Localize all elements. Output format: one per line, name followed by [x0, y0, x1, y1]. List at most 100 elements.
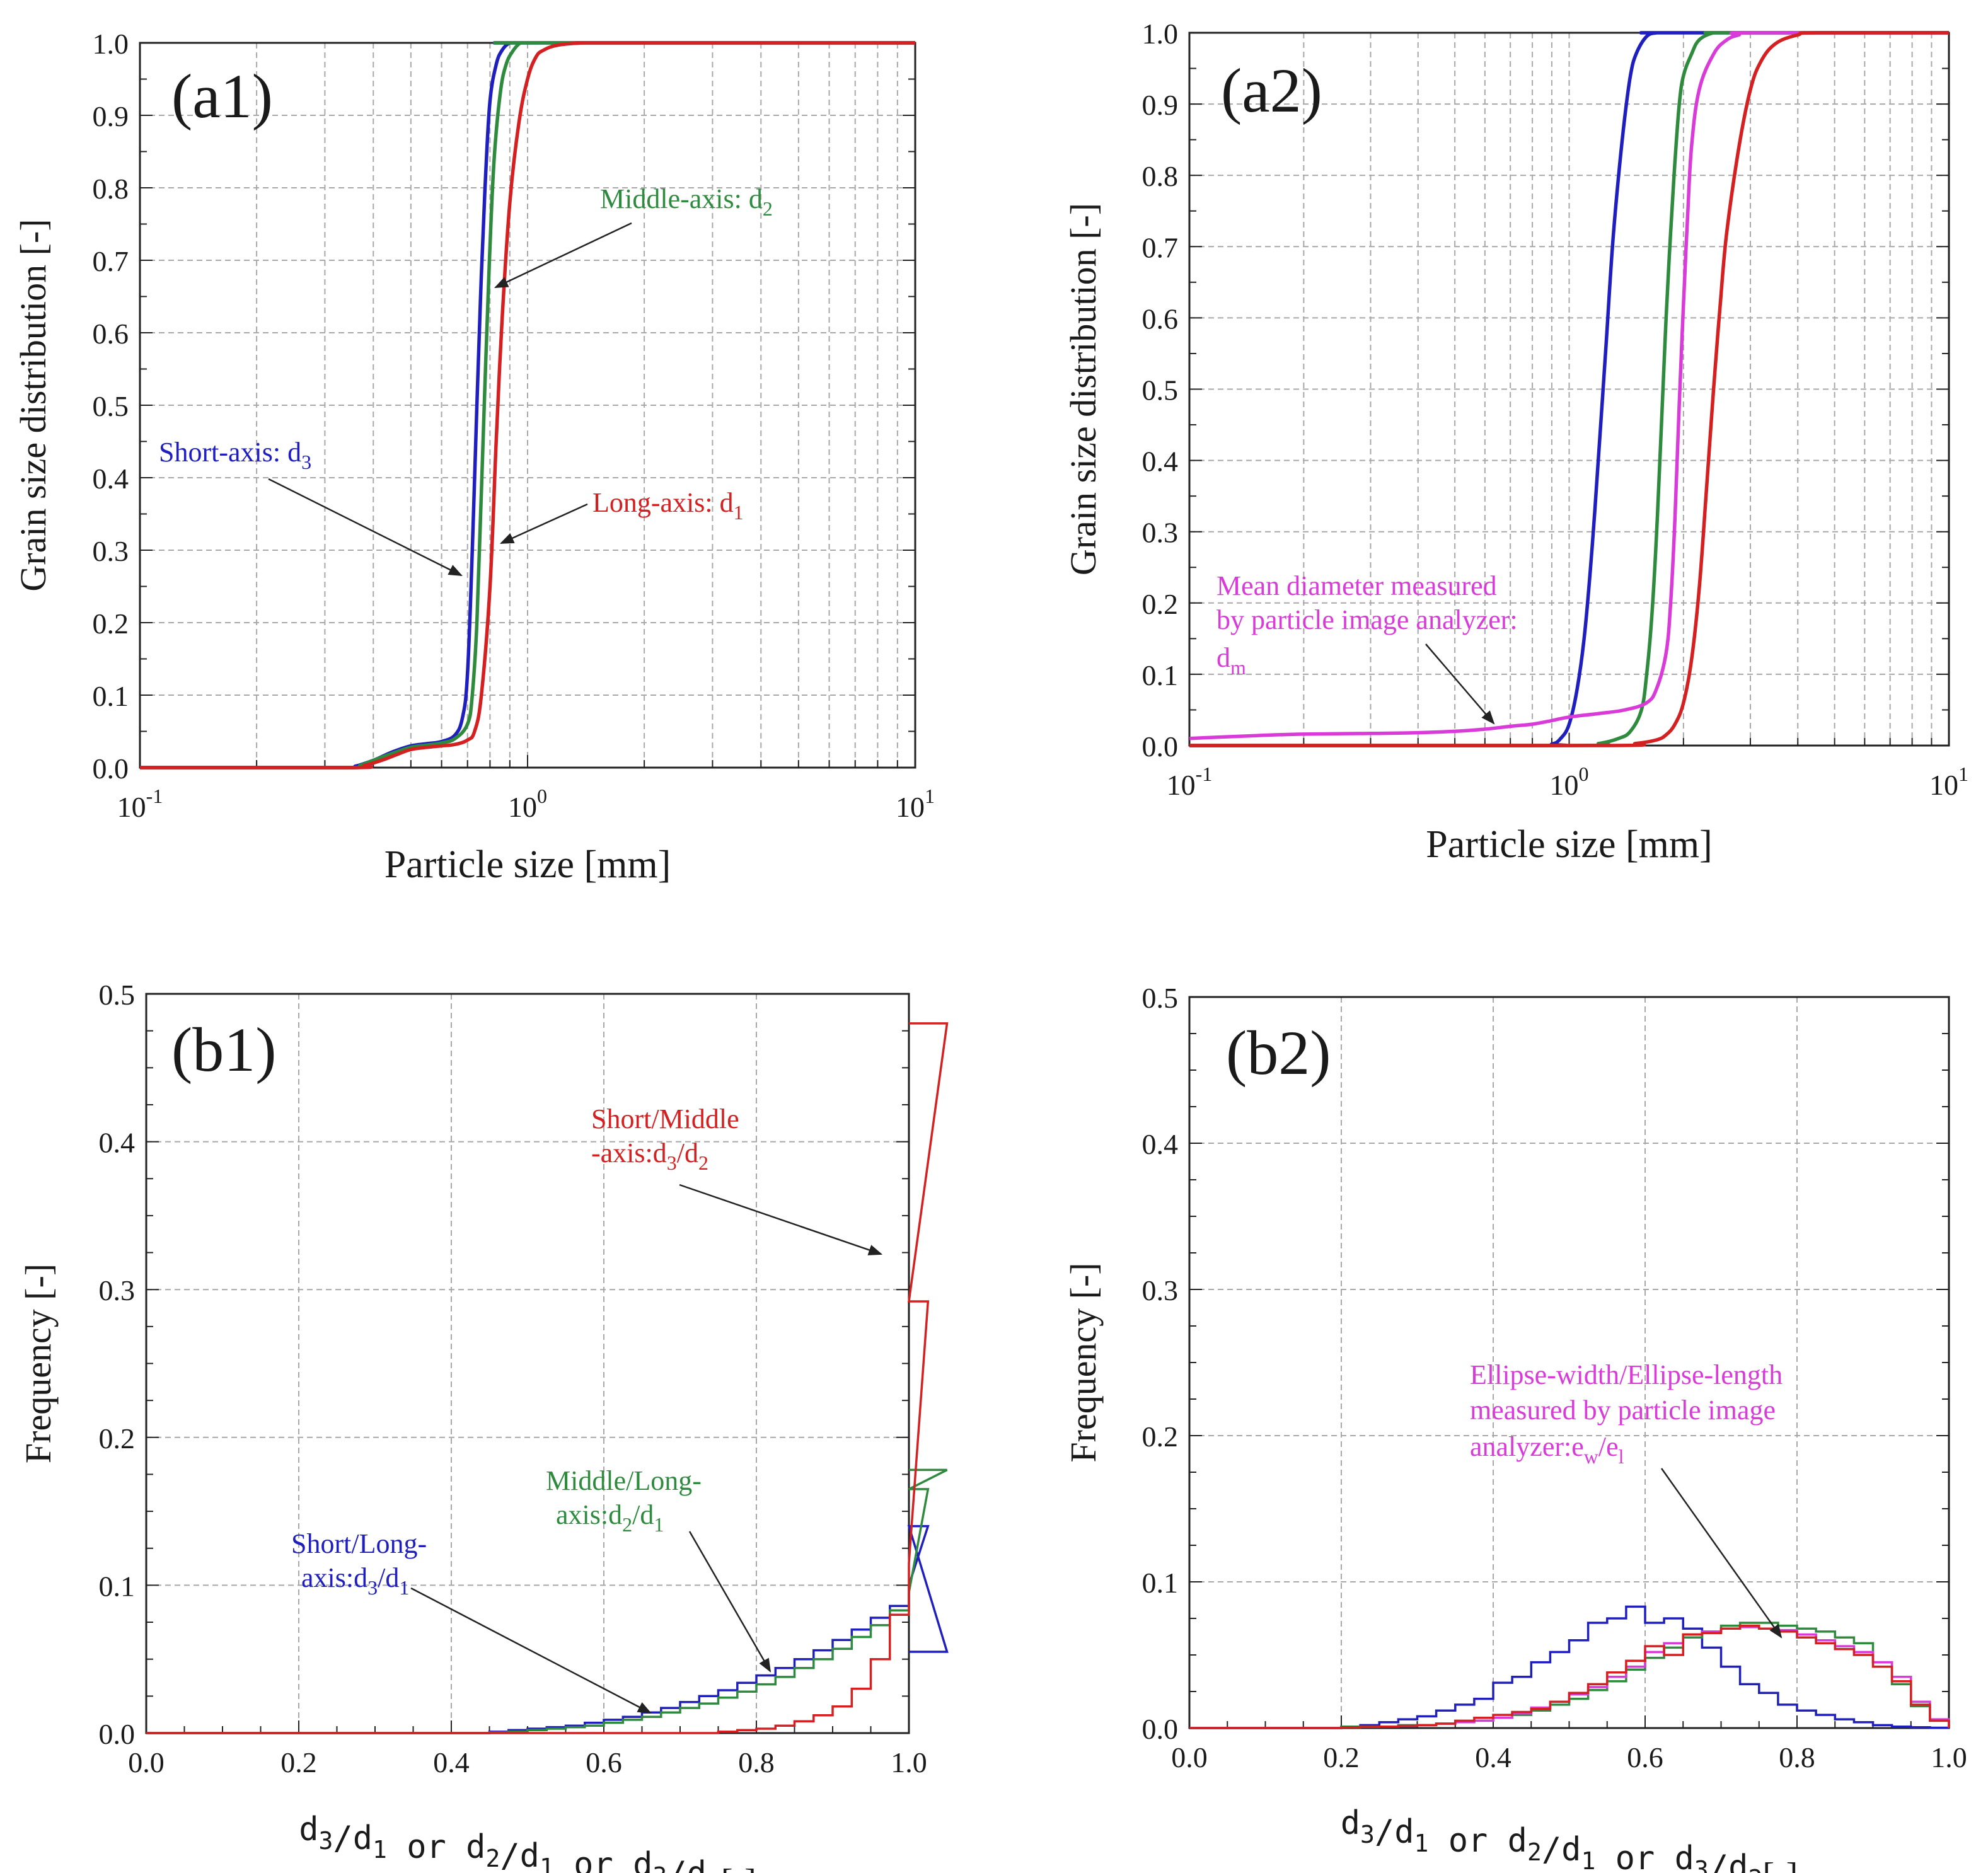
y-tick-label: 0.6	[93, 318, 129, 350]
panel-label: (a2)	[1221, 55, 1322, 125]
y-tick-label: 0.7	[1142, 231, 1179, 263]
a2-series-line-1	[1189, 31, 1949, 747]
y-axis-label: Grain size distribution [-]	[13, 219, 54, 591]
y-tick-label: 0.1	[1142, 1567, 1179, 1599]
y-axis-label: Grain size distribution [-]	[1063, 203, 1104, 575]
panel-b1: 0.0 0.1 0.2 0.3 0.4 0.5 0.0 0.2 0.4 0.6 0.8 1.0 (b1)…	[18, 979, 949, 1873]
y-tick-label: 0.0	[1142, 730, 1179, 763]
annotation-arrow	[494, 222, 632, 289]
y-tick-label: 0.5	[1142, 374, 1179, 406]
b1-histogram-1	[146, 1468, 948, 1734]
y-tick-label: 0.1	[1142, 659, 1179, 691]
x-tick-label: 0.0	[128, 1746, 165, 1778]
x-tick-label: 0.8	[1779, 1741, 1815, 1773]
y-tick-label: 1.0	[93, 28, 129, 60]
b1-ticks	[146, 993, 910, 1734]
annotation-text: Short/Middle	[591, 1104, 739, 1134]
annotation-arrow	[1425, 643, 1495, 725]
x-tick-label: 0.2	[1323, 1741, 1360, 1773]
y-tick-label: 0.6	[1142, 303, 1179, 335]
panel-label: (b1)	[171, 1015, 277, 1085]
panel-label: (b2)	[1226, 1018, 1331, 1088]
series-annotation: Long-axis: d1	[592, 487, 744, 524]
y-tick-label: 0.1	[99, 1570, 136, 1602]
x-axis-label: d3/d1 or d2/d1 or d3/d2[-]	[299, 1811, 756, 1873]
annotation-text: analyzer:ew/el	[1470, 1431, 1624, 1468]
y-tick-label: 0.0	[93, 752, 129, 785]
x-tick-label: 10-1	[117, 785, 163, 823]
a2-ticks	[1189, 32, 1949, 746]
y-tick-label: 0.5	[1142, 982, 1179, 1014]
y-tick-label: 0.2	[1142, 588, 1179, 620]
annotation-arrow	[679, 1184, 883, 1255]
y-tick-label: 0.3	[1142, 517, 1179, 549]
y-tick-label: 0.2	[93, 608, 129, 640]
x-tick-label: 101	[1929, 763, 1968, 801]
b1-histogram-2	[146, 1022, 949, 1734]
annotation-text: Middle/Long-	[546, 1465, 702, 1496]
series-annotation: Middle-axis: d2	[600, 183, 773, 220]
y-tick-label: 0.9	[1142, 89, 1179, 121]
x-axis-label: Particle size [mm]	[1426, 823, 1713, 866]
panel-b2: 0.0 0.1 0.2 0.3 0.4 0.5 0.0 0.2 0.4 0.6 0.8 1.0 (b2)…	[1063, 982, 1967, 1873]
annotation-arrow	[1660, 1468, 1783, 1639]
x-tick-label: 1.0	[1931, 1741, 1967, 1773]
annotation-text: Ellipse-width/Ellipse-length	[1470, 1359, 1783, 1390]
y-tick-label: 0.1	[93, 680, 129, 712]
y-tick-label: 0.3	[99, 1274, 136, 1306]
y-tick-label: 0.0	[1142, 1713, 1179, 1745]
x-tick-label: 0.2	[280, 1746, 317, 1778]
panel-label: (a1)	[171, 61, 273, 131]
y-tick-label: 0.8	[93, 173, 129, 205]
x-axis-label: Particle size [mm]	[384, 843, 671, 886]
x-tick-label: 0.6	[1627, 1741, 1663, 1773]
a1-series-line-1	[139, 41, 915, 769]
a2-grid	[1189, 33, 1949, 746]
x-tick-label: 101	[896, 785, 935, 823]
x-tick-label: 0.0	[1171, 1741, 1208, 1773]
x-axis-label: d3/d1 or d2/d1 or d3/d2[-]	[1341, 1804, 1798, 1873]
a1-grid	[140, 43, 915, 768]
y-tick-label: 0.8	[1142, 160, 1179, 192]
annotation-text: measured by particle image	[1470, 1395, 1776, 1426]
y-tick-label: 0.7	[93, 245, 129, 277]
y-tick-label: 0.3	[1142, 1274, 1179, 1306]
y-axis-label: Frequency [-]	[1063, 1262, 1104, 1462]
y-tick-label: 0.3	[93, 535, 129, 567]
y-tick-label: 1.0	[1142, 18, 1179, 50]
annotation-text: axis:d2/d1	[556, 1499, 664, 1536]
annotation-text: Mean diameter measured	[1216, 570, 1497, 601]
x-tick-label: 0.6	[586, 1746, 622, 1778]
y-tick-label: 0.4	[1142, 446, 1179, 478]
x-tick-label: 100	[508, 785, 547, 823]
y-tick-label: 0.5	[93, 390, 129, 422]
y-tick-label: 0.0	[99, 1718, 136, 1750]
annotation-text: dm	[1216, 642, 1246, 679]
panel-a1: 0.0 0.1 0.2 0.3 0.4 0.5 0.6 0.7 0.8 0.9 1.0 10-1 100…	[13, 28, 935, 886]
b2-histogram-3	[1189, 1624, 1950, 1729]
b2-plot-frame	[1188, 996, 1950, 1729]
series-annotation: Short-axis: d3	[159, 437, 311, 473]
x-tick-label: 0.8	[738, 1746, 775, 1778]
b1-histogram-0	[146, 1524, 949, 1734]
y-tick-label: 0.4	[93, 463, 129, 495]
b2-histogram-1	[1189, 1622, 1950, 1729]
annotation-arrow	[410, 1587, 652, 1714]
a1-series-line-2	[139, 41, 915, 769]
annotation-text: Short/Long-	[291, 1528, 427, 1559]
annotation-text: axis:d3/d1	[301, 1562, 409, 1599]
b1-grid	[146, 994, 909, 1733]
annotation-arrow	[499, 503, 588, 545]
a2-series-line-2	[1189, 31, 1949, 741]
y-tick-label: 0.9	[93, 100, 129, 132]
y-tick-label: 0.2	[1142, 1421, 1179, 1453]
y-tick-label: 0.4	[1142, 1128, 1179, 1160]
b1-plot-frame	[145, 993, 910, 1734]
y-axis-label: Frequency [-]	[18, 1264, 59, 1463]
annotation-text: by particle image analyzer:	[1216, 604, 1518, 635]
y-tick-label: 0.2	[99, 1422, 136, 1455]
panel-a2: 0.0 0.1 0.2 0.3 0.4 0.5 0.6 0.7 0.8 0.9 1.0 10-1 100…	[1063, 18, 1968, 866]
x-tick-label: 1.0	[891, 1746, 927, 1778]
y-tick-label: 0.4	[99, 1127, 136, 1159]
